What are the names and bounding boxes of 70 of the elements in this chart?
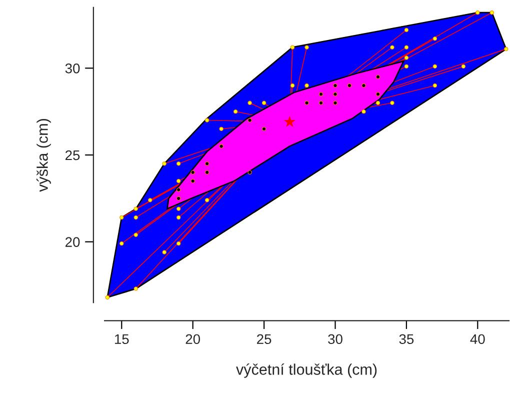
point	[134, 232, 138, 237]
point	[376, 92, 380, 96]
point	[134, 215, 138, 220]
y-axis-title: výška (cm)	[36, 119, 51, 192]
point	[248, 100, 252, 106]
point	[432, 83, 438, 88]
point	[219, 126, 224, 132]
point	[404, 56, 409, 60]
point	[290, 83, 295, 88]
point	[318, 100, 324, 106]
point	[176, 241, 181, 246]
point	[204, 198, 210, 202]
x-tick-label: 20	[186, 334, 200, 344]
y-tick-label: 30	[65, 63, 80, 74]
point	[162, 162, 166, 166]
point	[490, 10, 494, 15]
point	[248, 170, 252, 174]
point	[204, 170, 210, 174]
point	[362, 83, 366, 88]
point	[176, 196, 181, 201]
point	[376, 100, 380, 106]
point	[333, 83, 338, 88]
point	[262, 100, 266, 106]
point	[120, 215, 124, 220]
point	[148, 198, 152, 202]
point	[404, 45, 409, 50]
x-tick-label: 25	[257, 334, 272, 344]
point	[105, 295, 110, 300]
point	[134, 206, 138, 211]
point	[376, 74, 380, 79]
point	[176, 188, 181, 192]
x-tick-label: 35	[399, 334, 414, 344]
point	[262, 126, 266, 132]
x-tick-label: 15	[114, 334, 129, 344]
point	[190, 178, 195, 184]
point	[219, 144, 224, 148]
point	[347, 83, 352, 88]
point	[284, 116, 296, 127]
point	[204, 162, 210, 166]
point	[390, 45, 394, 50]
point	[504, 46, 508, 52]
point	[176, 206, 181, 211]
point	[432, 64, 438, 69]
x-axis-title: výčetní tloušťka (cm)	[236, 363, 377, 378]
point	[304, 100, 309, 106]
point	[176, 215, 181, 220]
point	[204, 118, 210, 122]
point	[248, 118, 252, 122]
point	[476, 10, 480, 15]
point	[404, 28, 409, 32]
point	[318, 92, 324, 96]
point	[461, 64, 466, 69]
point	[404, 64, 409, 69]
point	[162, 250, 166, 254]
x-tick-label: 30	[328, 334, 342, 344]
point	[304, 45, 309, 50]
point	[120, 241, 124, 246]
point	[134, 286, 138, 291]
point	[432, 36, 438, 41]
x-tick-label: 40	[470, 334, 485, 344]
point	[176, 162, 181, 166]
point	[290, 45, 295, 50]
point	[390, 100, 394, 106]
point	[333, 100, 338, 106]
point	[190, 170, 195, 174]
point	[176, 178, 181, 184]
point	[333, 92, 338, 96]
y-tick-label: 20	[65, 237, 80, 247]
point	[233, 109, 238, 114]
y-tick-label: 25	[65, 150, 80, 160]
